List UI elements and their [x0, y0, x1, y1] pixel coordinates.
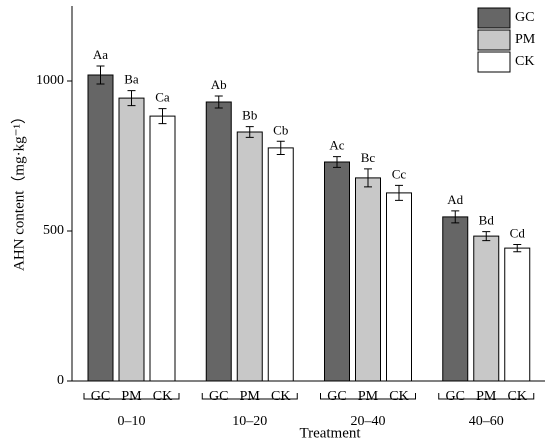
bar: [442, 216, 469, 382]
group-bracket: [201, 393, 298, 400]
x-tick-label: CK: [153, 389, 172, 404]
data-label: Ab: [211, 77, 227, 92]
error-bar: [214, 95, 223, 109]
y-axis-title: AHN content（mg·kg⁻¹）: [10, 109, 27, 271]
bar: [205, 101, 232, 382]
y-tick-label: 500: [43, 223, 64, 238]
x-tick-label: PM: [476, 389, 497, 404]
x-tick-label: PM: [240, 389, 261, 404]
bar: [149, 115, 176, 382]
x-axis-title: Treatment: [299, 425, 361, 441]
data-label: Aa: [93, 47, 108, 62]
legend-label: GC: [515, 10, 534, 25]
bar: [267, 147, 294, 382]
error-bar: [395, 184, 403, 201]
error-bar: [276, 140, 285, 155]
legend-swatch: [477, 29, 511, 51]
y-tick-label: 1000: [36, 73, 64, 88]
data-label: Ca: [155, 90, 170, 105]
legend-label: PM: [515, 32, 536, 47]
group-label: 20–40: [351, 414, 386, 429]
bar: [355, 177, 381, 382]
bar: [118, 97, 145, 382]
error-bar: [513, 244, 522, 253]
error-bar: [127, 90, 136, 107]
data-label: Ad: [447, 192, 463, 207]
bar: [236, 131, 263, 382]
legend-swatch: [477, 51, 511, 73]
error-bar: [96, 65, 105, 85]
error-bar: [451, 210, 460, 224]
x-tick-label: PM: [121, 389, 142, 404]
x-tick-label: CK: [508, 389, 527, 404]
data-label: Cc: [392, 166, 407, 181]
group-bracket: [438, 393, 535, 400]
group-label: 40–60: [469, 414, 504, 429]
error-bar: [245, 126, 254, 138]
data-label: Bc: [361, 150, 376, 165]
error-bar: [482, 231, 491, 242]
x-tick-label: CK: [271, 389, 290, 404]
error-bar: [333, 156, 341, 168]
group-bracket: [320, 393, 416, 400]
x-tick-label: PM: [358, 389, 379, 404]
legend-swatch: [477, 7, 511, 29]
bar: [386, 192, 412, 382]
x-tick-label: GC: [91, 389, 110, 404]
data-label: Ac: [329, 138, 344, 153]
data-label: Bd: [479, 213, 495, 228]
data-label: Ba: [124, 72, 139, 87]
bar: [473, 235, 500, 382]
group-bracket: [83, 393, 180, 400]
data-label: Bb: [242, 108, 257, 123]
error-bar: [158, 108, 167, 125]
bar: [87, 74, 114, 382]
legend-label: CK: [515, 54, 534, 69]
x-tick-label: GC: [446, 389, 465, 404]
group-label: 0–10: [118, 414, 146, 429]
bar: [504, 247, 531, 382]
data-label: Cd: [510, 225, 526, 240]
data-label: Cb: [273, 122, 288, 137]
error-bar: [364, 168, 372, 188]
x-tick-label: GC: [209, 389, 228, 404]
y-tick-label: 0: [57, 373, 64, 388]
group-label: 10–20: [232, 414, 267, 429]
bar: [324, 161, 350, 382]
x-tick-label: CK: [389, 389, 408, 404]
x-tick-label: GC: [327, 389, 346, 404]
